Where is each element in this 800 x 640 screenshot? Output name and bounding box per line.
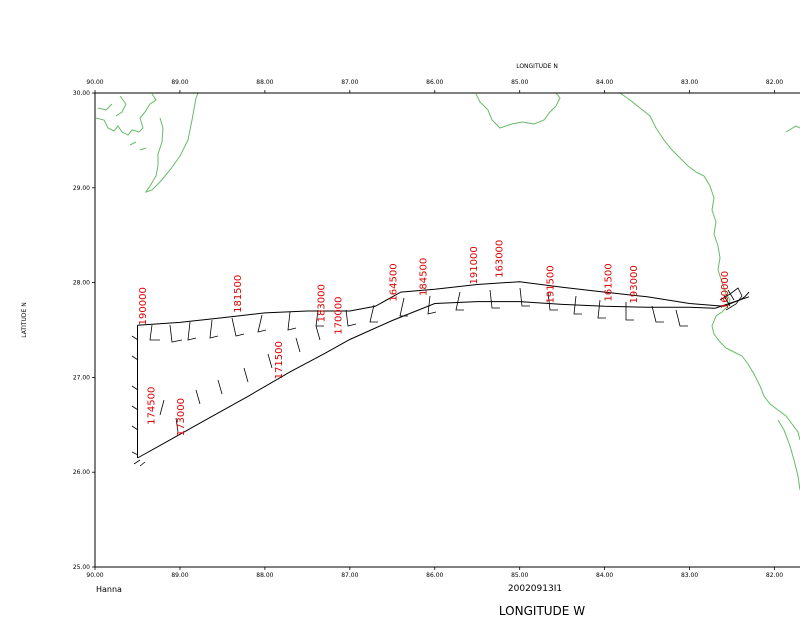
x-tick-label-bottom: 82.00	[766, 572, 783, 579]
bottom-axis-label: LONGITUDE W	[499, 604, 585, 618]
y-tick-label: 26.00	[73, 469, 90, 476]
x-tick-label-top: 83.00	[681, 79, 698, 86]
x-tick-label-top: 82.00	[766, 79, 783, 86]
x-tick-label-bottom: 86.00	[426, 572, 443, 579]
datetime-stamp: 20020913I1	[508, 584, 562, 594]
y-tick-label: 25.00	[73, 564, 90, 571]
coastline-florida-keys	[777, 125, 800, 491]
x-tick-label-bottom: 88.00	[256, 572, 273, 579]
wind-barb-layer	[131, 287, 743, 467]
coastline-northwest	[95, 92, 199, 193]
x-tick-label-bottom: 87.00	[341, 572, 358, 579]
time-label-layer: 190000 181500 183000 170000 164500 184500 1910…	[138, 240, 731, 437]
time-label: 190000	[138, 287, 149, 325]
y-tick-label: 30.00	[73, 90, 90, 97]
time-label: 163000	[495, 240, 506, 278]
time-label: 183000	[316, 284, 327, 322]
time-label: 173000	[176, 398, 187, 436]
x-tick-label-bottom: 90.00	[86, 572, 103, 579]
x-tick-label-top: 88.00	[256, 79, 273, 86]
time-label: 171500	[274, 341, 285, 379]
coastline-florida-panhandle	[475, 92, 561, 129]
map-frame	[94, 92, 800, 568]
y-tick-label: 29.00	[73, 185, 90, 192]
x-tick-label-bottom: 84.00	[596, 572, 613, 579]
time-label: 193000	[629, 265, 640, 303]
time-label: 191000	[469, 246, 480, 284]
coastline-layer	[95, 92, 800, 491]
time-label: 161500	[603, 263, 614, 301]
x-tick-label-top: 87.00	[341, 79, 358, 86]
coastline-florida-bigbend	[619, 92, 800, 441]
x-tick-label-bottom: 85.00	[511, 572, 528, 579]
x-tick-label-top: 89.00	[171, 79, 188, 86]
storm-name: Hanna	[96, 585, 122, 594]
time-label: 164500	[388, 263, 399, 301]
x-tick-label-top: 90.00	[86, 79, 103, 86]
time-label: 191500	[546, 265, 557, 303]
time-label: 184500	[418, 258, 429, 296]
y-tick-label: 27.00	[73, 374, 90, 381]
time-label: 181500	[233, 275, 244, 313]
top-axis-label: LONGITUDE N	[516, 63, 558, 70]
left-axis-label: LATITUDE N	[21, 302, 28, 337]
storm-track-lower	[137, 296, 750, 459]
plot-border	[94, 92, 800, 568]
time-label: 170000	[333, 296, 344, 334]
x-tick-label-bottom: 83.00	[681, 572, 698, 579]
axis-ticks: 90.00 90.00 89.00 89.00 88.00 88.00 87.00 87.00…	[73, 79, 783, 579]
x-tick-label-top: 86.00	[426, 79, 443, 86]
coastline-islands	[129, 141, 147, 151]
time-label: 160000	[720, 271, 731, 309]
storm-track-upper	[137, 281, 750, 326]
x-tick-label-top: 85.00	[511, 79, 528, 86]
y-tick-label: 28.00	[73, 280, 90, 287]
time-label: 174500	[147, 387, 158, 425]
x-tick-label-bottom: 89.00	[171, 572, 188, 579]
x-tick-label-top: 84.00	[596, 79, 613, 86]
